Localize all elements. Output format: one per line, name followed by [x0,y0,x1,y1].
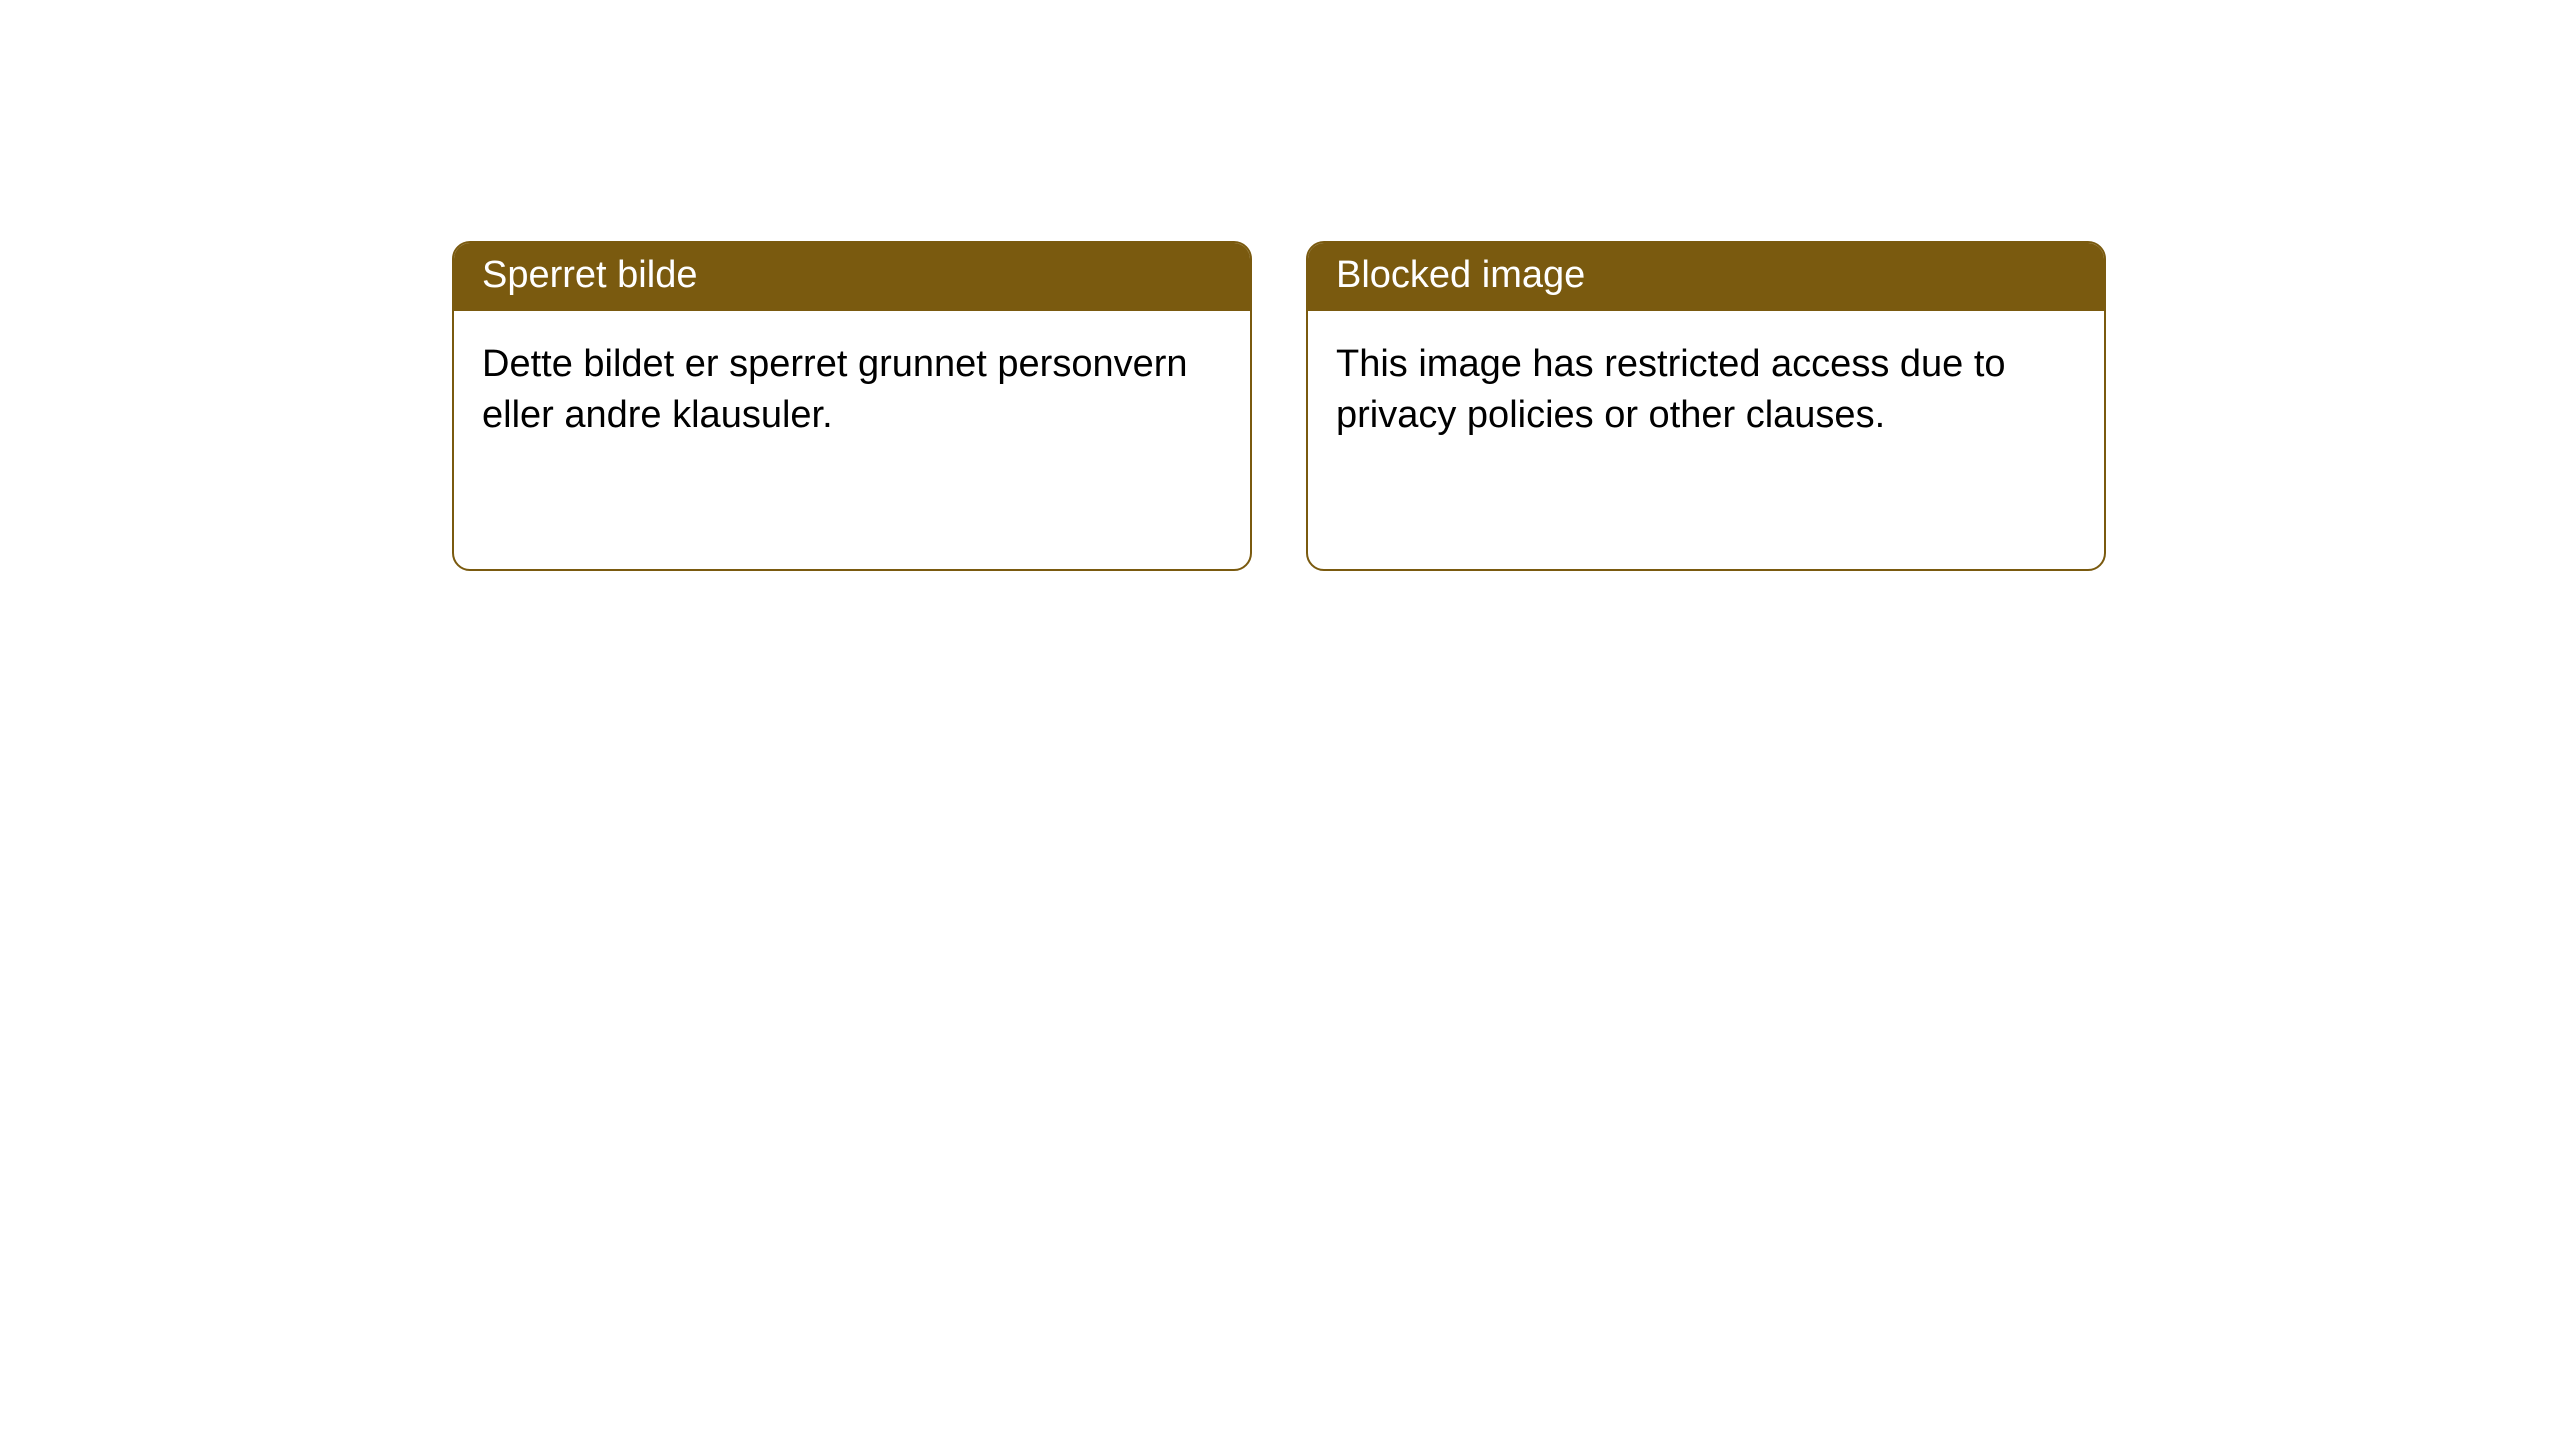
notice-card-english: Blocked image This image has restricted … [1306,241,2106,571]
notice-cards-container: Sperret bilde Dette bildet er sperret gr… [452,241,2106,571]
card-body: This image has restricted access due to … [1308,311,2104,470]
notice-card-norwegian: Sperret bilde Dette bildet er sperret gr… [452,241,1252,571]
card-header: Blocked image [1308,243,2104,311]
card-body: Dette bildet er sperret grunnet personve… [454,311,1250,470]
card-header: Sperret bilde [454,243,1250,311]
